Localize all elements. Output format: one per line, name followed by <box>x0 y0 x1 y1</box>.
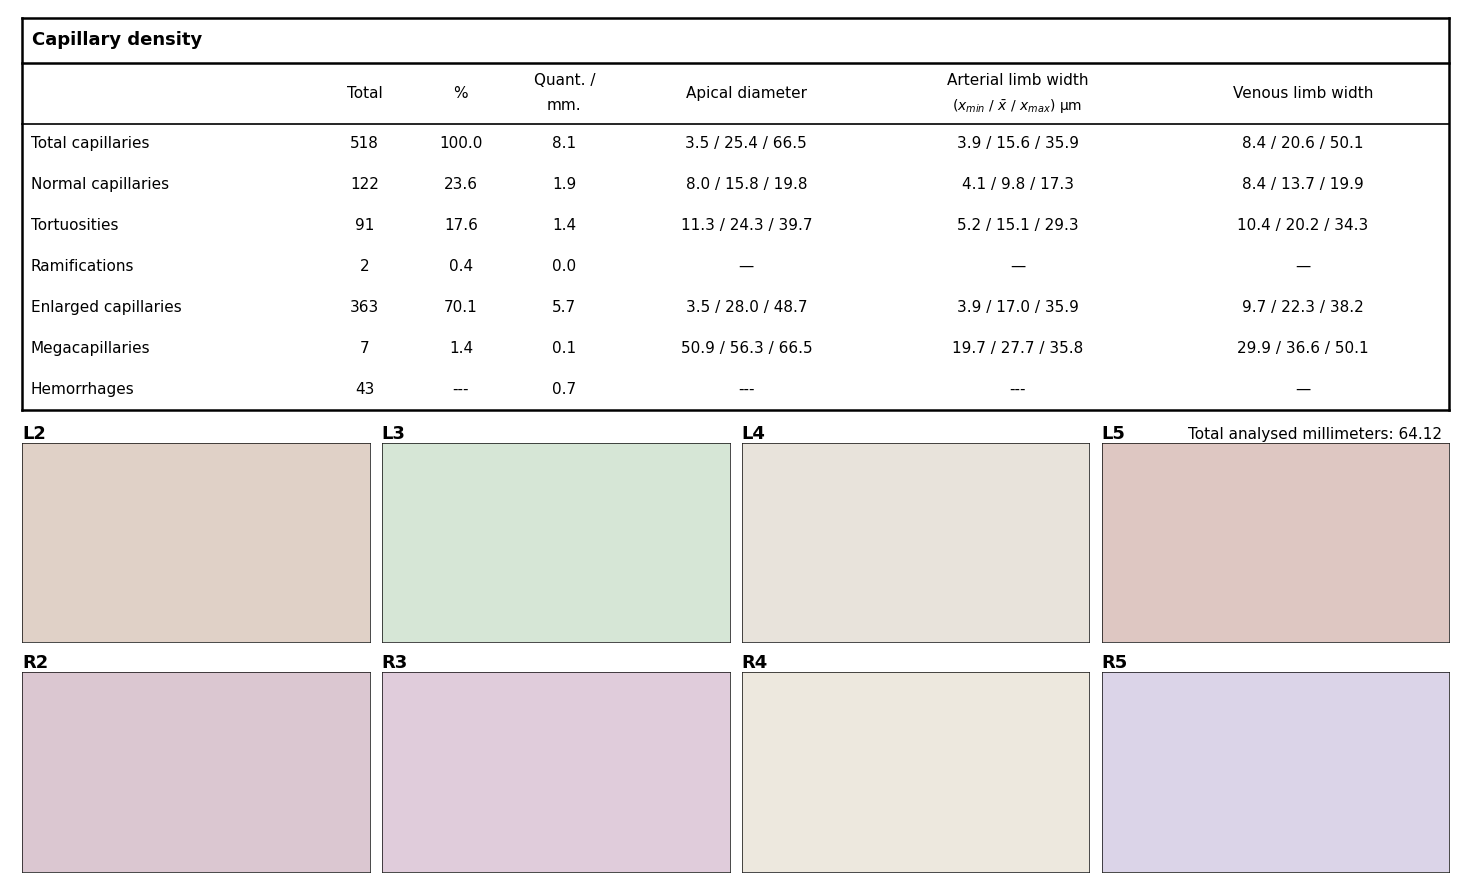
Text: L5: L5 <box>1101 425 1126 442</box>
Text: mm.: mm. <box>548 98 581 113</box>
Text: 3.9 / 15.6 / 35.9: 3.9 / 15.6 / 35.9 <box>956 137 1079 152</box>
Text: 17.6: 17.6 <box>444 218 477 233</box>
Text: 50.9 / 56.3 / 66.5: 50.9 / 56.3 / 66.5 <box>681 341 813 356</box>
Text: 10.4 / 20.2 / 34.3: 10.4 / 20.2 / 34.3 <box>1237 218 1369 233</box>
Text: 5.2 / 15.1 / 29.3: 5.2 / 15.1 / 29.3 <box>957 218 1079 233</box>
Text: 7: 7 <box>360 341 369 356</box>
Text: Quant. /: Quant. / <box>533 73 596 88</box>
Text: L3: L3 <box>382 425 406 442</box>
Text: 23.6: 23.6 <box>444 177 477 192</box>
Text: 2: 2 <box>360 259 369 274</box>
Text: Total: Total <box>347 85 382 100</box>
Text: %: % <box>454 85 468 100</box>
Text: Megacapillaries: Megacapillaries <box>31 341 151 356</box>
Text: 8.0 / 15.8 / 19.8: 8.0 / 15.8 / 19.8 <box>685 177 807 192</box>
Text: Normal capillaries: Normal capillaries <box>31 177 168 192</box>
Text: 1.4: 1.4 <box>449 341 473 356</box>
Text: 1.9: 1.9 <box>552 177 577 192</box>
Text: R2: R2 <box>22 655 48 672</box>
Text: 518: 518 <box>350 137 379 152</box>
Text: —: — <box>1296 259 1310 274</box>
Text: 4.1 / 9.8 / 17.3: 4.1 / 9.8 / 17.3 <box>962 177 1073 192</box>
Text: ---: --- <box>1009 381 1026 396</box>
Text: Hemorrhages: Hemorrhages <box>31 381 135 396</box>
Text: Ramifications: Ramifications <box>31 259 135 274</box>
Text: ---: --- <box>738 381 754 396</box>
Text: 0.1: 0.1 <box>552 341 577 356</box>
Text: R3: R3 <box>382 655 408 672</box>
Text: Enlarged capillaries: Enlarged capillaries <box>31 300 182 315</box>
Text: —: — <box>739 259 754 274</box>
Text: 19.7 / 27.7 / 35.8: 19.7 / 27.7 / 35.8 <box>952 341 1083 356</box>
Text: 8.4 / 13.7 / 19.9: 8.4 / 13.7 / 19.9 <box>1241 177 1364 192</box>
Text: Arterial limb width: Arterial limb width <box>947 73 1088 88</box>
Text: 3.9 / 17.0 / 35.9: 3.9 / 17.0 / 35.9 <box>956 300 1079 315</box>
Text: 363: 363 <box>350 300 379 315</box>
Text: —: — <box>1296 381 1310 396</box>
Text: Apical diameter: Apical diameter <box>685 85 807 100</box>
Text: Total analysed millimeters: 64.12: Total analysed millimeters: 64.12 <box>1189 427 1442 442</box>
Text: 0.4: 0.4 <box>449 259 473 274</box>
Text: Capillary density: Capillary density <box>32 31 202 49</box>
Text: 122: 122 <box>350 177 379 192</box>
Text: 1.4: 1.4 <box>552 218 577 233</box>
Text: L4: L4 <box>742 425 766 442</box>
Text: 91: 91 <box>354 218 375 233</box>
Text: 29.9 / 36.6 / 50.1: 29.9 / 36.6 / 50.1 <box>1237 341 1369 356</box>
Text: 0.0: 0.0 <box>552 259 577 274</box>
Text: 5.7: 5.7 <box>552 300 577 315</box>
Text: R5: R5 <box>1101 655 1127 672</box>
Text: 11.3 / 24.3 / 39.7: 11.3 / 24.3 / 39.7 <box>681 218 813 233</box>
Text: 3.5 / 25.4 / 66.5: 3.5 / 25.4 / 66.5 <box>685 137 807 152</box>
Text: Venous limb width: Venous limb width <box>1233 85 1373 100</box>
Text: ---: --- <box>452 381 468 396</box>
Text: L2: L2 <box>22 425 45 442</box>
Text: R4: R4 <box>742 655 769 672</box>
Text: 8.1: 8.1 <box>552 137 577 152</box>
Text: 70.1: 70.1 <box>444 300 477 315</box>
Text: Total capillaries: Total capillaries <box>31 137 149 152</box>
Text: 0.7: 0.7 <box>552 381 577 396</box>
Text: 43: 43 <box>354 381 375 396</box>
Text: 100.0: 100.0 <box>439 137 483 152</box>
Text: —: — <box>1010 259 1025 274</box>
Text: Tortuosities: Tortuosities <box>31 218 119 233</box>
Text: 9.7 / 22.3 / 38.2: 9.7 / 22.3 / 38.2 <box>1241 300 1364 315</box>
Text: 3.5 / 28.0 / 48.7: 3.5 / 28.0 / 48.7 <box>685 300 807 315</box>
Text: ($x_{min}$ / $\bar{x}$ / $x_{max}$) μm: ($x_{min}$ / $\bar{x}$ / $x_{max}$) μm <box>953 97 1083 115</box>
Text: 8.4 / 20.6 / 50.1: 8.4 / 20.6 / 50.1 <box>1243 137 1364 152</box>
